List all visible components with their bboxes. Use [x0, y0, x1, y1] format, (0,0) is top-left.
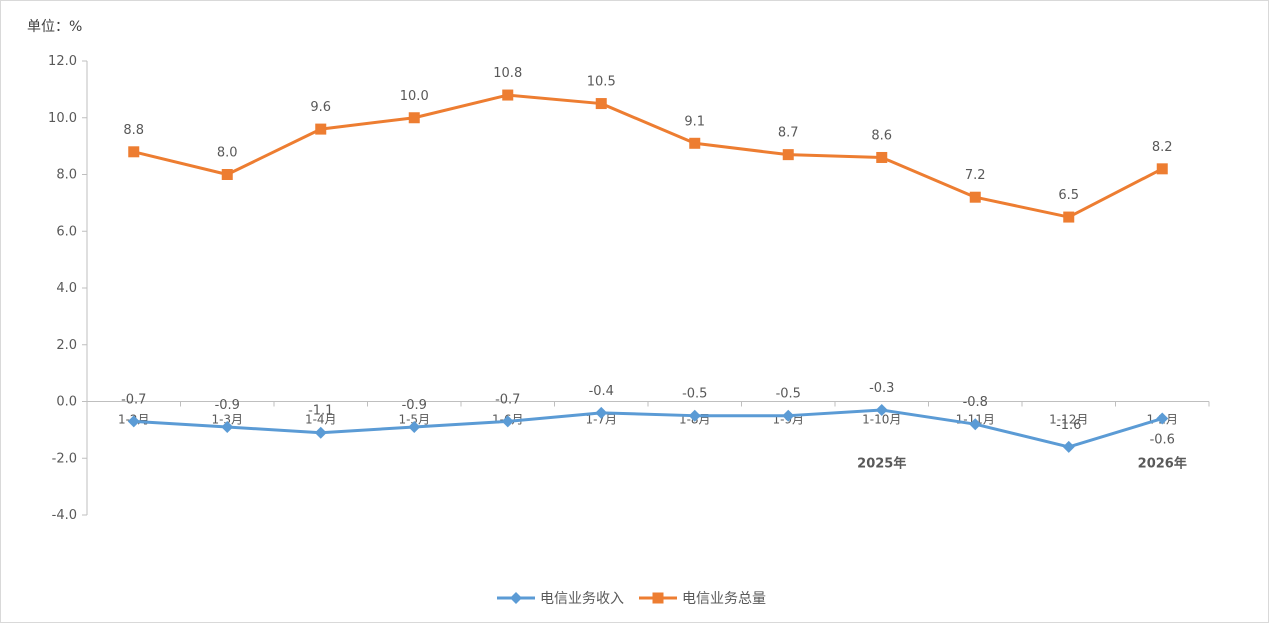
legend-marker-diamond — [510, 592, 522, 604]
data-label: 8.6 — [871, 128, 892, 143]
data-point-diamond — [408, 421, 421, 434]
y-tick-label: -2.0 — [52, 451, 77, 466]
y-tick-label: -4.0 — [52, 508, 77, 523]
data-point-diamond — [127, 415, 140, 428]
data-point-diamond — [595, 406, 608, 419]
data-label: -0.5 — [776, 387, 801, 402]
x-tick-label: 1-5月 — [398, 413, 430, 427]
data-point-diamond — [501, 415, 514, 428]
data-label: -0.6 — [1150, 433, 1175, 448]
data-label: -0.9 — [402, 398, 427, 413]
data-point-square — [1063, 211, 1075, 223]
x-tick-label: 1-7月 — [585, 413, 617, 427]
data-label: -0.3 — [869, 381, 894, 396]
data-label: -1.6 — [1056, 418, 1081, 433]
series-line — [133, 93, 1163, 219]
data-label: -0.7 — [121, 392, 146, 407]
year-label: 2025年 — [857, 456, 906, 472]
data-point-diamond — [688, 409, 701, 422]
data-label: 10.8 — [493, 66, 522, 81]
unit-label: 单位：% — [27, 19, 83, 35]
data-label: 7.2 — [965, 168, 986, 183]
data-point-square — [595, 98, 607, 110]
data-point-square — [502, 89, 514, 101]
data-point-diamond — [221, 421, 234, 434]
data-point-diamond — [875, 404, 888, 417]
data-label: 8.0 — [217, 146, 238, 161]
y-tick-label: 12.0 — [48, 54, 77, 69]
data-point-square — [689, 137, 701, 149]
data-point-diamond — [1156, 412, 1169, 425]
data-point-square — [969, 191, 981, 203]
y-tick-label: 8.0 — [56, 168, 77, 183]
data-point-diamond — [1062, 440, 1075, 453]
y-tick-label: 4.0 — [56, 281, 77, 296]
data-point-square — [1156, 163, 1168, 175]
x-tick-label: 1-12月 — [1049, 413, 1088, 427]
year-label: 2026年 — [1138, 456, 1187, 472]
data-point-square — [876, 151, 888, 163]
legend-marker-square — [652, 592, 664, 604]
x-tick-label: 1-4月 — [305, 413, 337, 427]
data-label: -0.9 — [215, 398, 240, 413]
data-label: 8.7 — [778, 126, 799, 141]
y-tick-label: 6.0 — [56, 224, 77, 239]
data-label: 8.8 — [123, 123, 144, 138]
data-point-diamond — [314, 426, 327, 439]
data-label: 8.2 — [1152, 140, 1173, 155]
series-line — [133, 408, 1163, 449]
y-tick-label: 0.0 — [56, 395, 77, 410]
x-tick-label: 1-3月 — [211, 413, 243, 427]
y-tick-label: 10.0 — [48, 111, 77, 126]
data-label: 10.5 — [587, 75, 616, 90]
data-label: -0.7 — [495, 392, 520, 407]
data-label: -0.8 — [963, 395, 988, 410]
legend-label: 电信业务总量 — [682, 591, 766, 607]
data-point-square — [221, 169, 233, 180]
data-point-diamond — [782, 409, 795, 422]
data-label: -1.1 — [308, 404, 333, 419]
x-tick-label: 1-10月 — [862, 413, 901, 427]
data-label: 9.6 — [310, 100, 331, 115]
data-point-diamond — [969, 418, 982, 431]
data-label: -0.4 — [589, 384, 614, 399]
data-label: 10.0 — [400, 89, 429, 104]
data-label: 9.1 — [684, 114, 705, 129]
legend-label: 电信业务收入 — [540, 591, 624, 607]
data-label: -0.5 — [682, 387, 707, 402]
data-point-square — [315, 123, 327, 135]
data-label: 6.5 — [1058, 188, 1079, 203]
y-tick-label: 2.0 — [56, 338, 77, 353]
data-point-square — [782, 149, 794, 161]
data-point-square — [128, 146, 140, 158]
data-point-square — [408, 112, 420, 124]
